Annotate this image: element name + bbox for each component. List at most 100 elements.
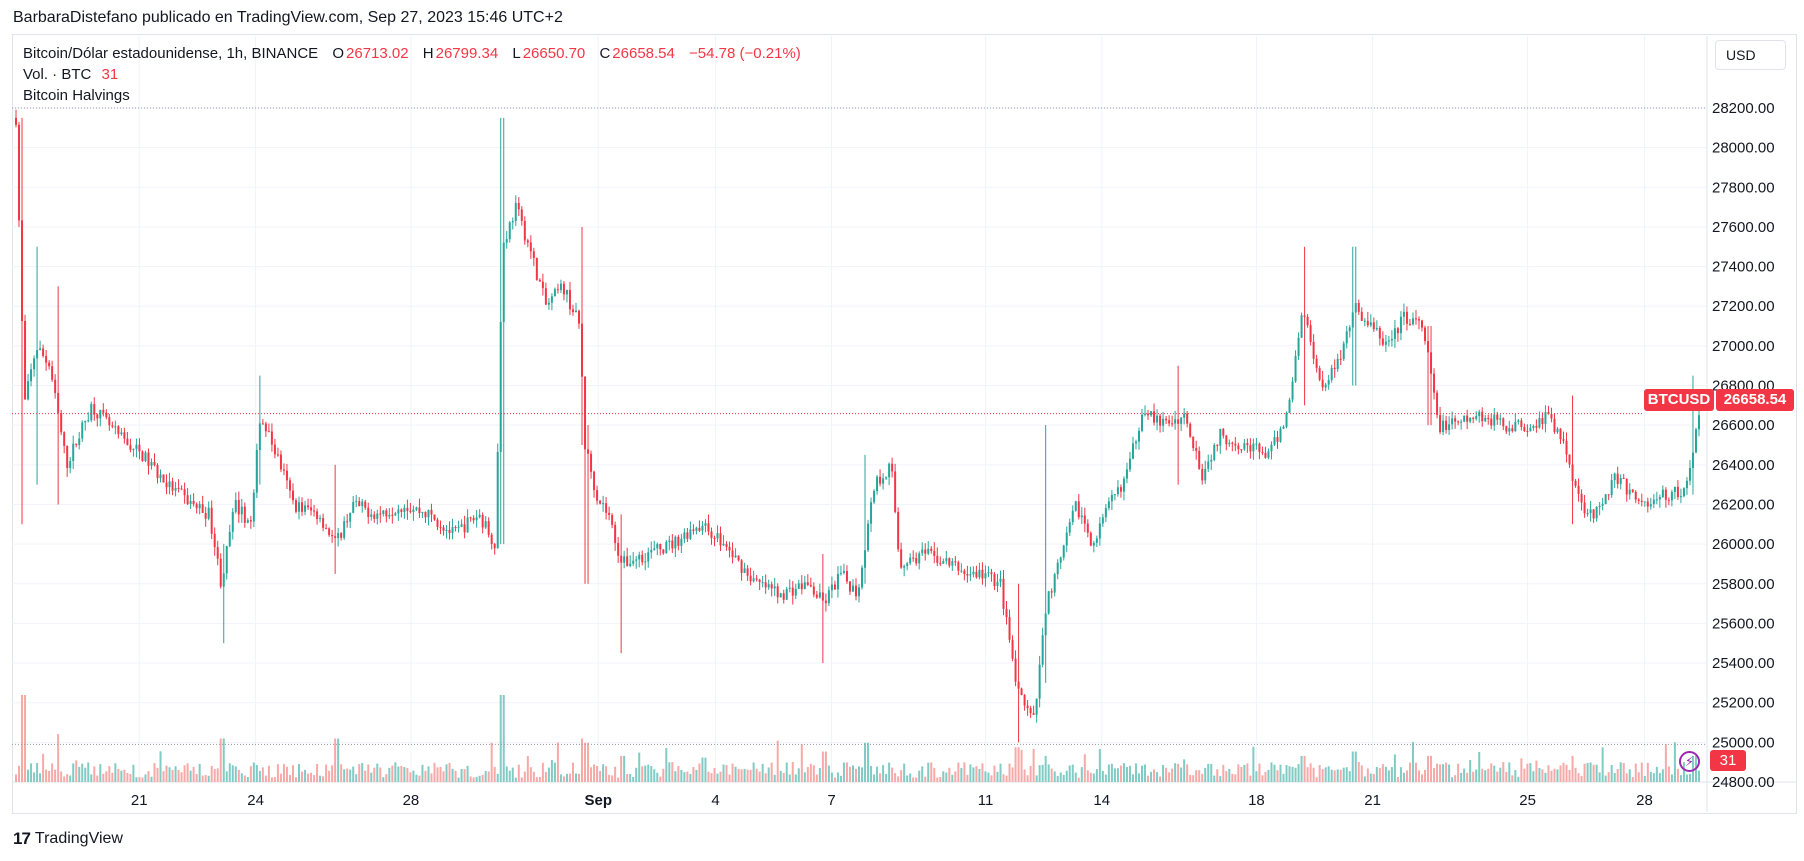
volume-bar (1625, 773, 1628, 782)
volume-bar (734, 766, 737, 782)
volume-bar (897, 776, 900, 782)
volume-bar (1673, 742, 1676, 782)
candle-body (36, 349, 39, 359)
candle-body (1393, 328, 1396, 339)
candle-body (806, 582, 809, 585)
volume-bar (1357, 762, 1360, 782)
candle-body (1210, 459, 1213, 462)
candle-body (51, 366, 54, 380)
candle-body (1405, 311, 1408, 324)
candle-body (1156, 415, 1159, 423)
volume-bar (731, 763, 734, 782)
candle-body (475, 517, 478, 521)
volume-bar (1679, 775, 1682, 782)
x-tick-label: 18 (1248, 792, 1265, 809)
candle-body (1553, 418, 1556, 433)
volume-bar (1330, 769, 1333, 782)
candle-body (66, 445, 69, 468)
candle-body (1493, 414, 1496, 426)
candle-body (921, 549, 924, 554)
volume-bar (54, 769, 57, 782)
volume-bar (704, 757, 707, 782)
volume-bar (1050, 768, 1053, 782)
candle-body (722, 543, 725, 546)
volume-bar (797, 768, 800, 782)
volume-bar (1243, 764, 1246, 782)
volume-bar (1637, 772, 1640, 782)
volume-bar (291, 765, 294, 782)
candle-body (460, 524, 463, 527)
candle-body (1131, 443, 1134, 459)
volume-bar (520, 777, 523, 782)
volume-bar (755, 768, 758, 782)
legend-indicator[interactable]: Bitcoin Halvings (23, 87, 130, 104)
candle-body (854, 585, 857, 597)
candle-body (252, 492, 255, 522)
volume-bar (867, 742, 870, 782)
volume-bar (743, 768, 746, 782)
candle-body (617, 543, 620, 556)
volume-bar (313, 775, 316, 782)
candle-body (1694, 429, 1697, 453)
volume-bar (1270, 762, 1273, 782)
candle-body (1532, 426, 1535, 428)
volume-bar (367, 764, 370, 782)
volume-bar (294, 777, 297, 782)
volume-bar (1137, 773, 1140, 782)
footer-branding[interactable]: 17 TradingView (13, 829, 123, 849)
candle-body (502, 242, 505, 322)
volume-bar (587, 742, 590, 782)
candle-body (394, 513, 397, 516)
legend-volume[interactable]: Vol. · BTC 31 (23, 66, 118, 83)
candle-body (1134, 441, 1137, 444)
candle-body (764, 582, 767, 588)
volume-bar (791, 762, 794, 782)
candle-body (1505, 426, 1508, 432)
candle-body (1682, 488, 1685, 497)
candle-body (370, 514, 373, 517)
y-tick-label: 26600.00 (1712, 417, 1775, 434)
volume-bar (1092, 773, 1095, 782)
candle-body (960, 570, 963, 572)
y-tick-label: 25800.00 (1712, 576, 1775, 593)
candle-body (132, 448, 135, 450)
candle-body (746, 568, 749, 576)
candle-body (1670, 491, 1673, 501)
volume-bar (629, 774, 632, 782)
candle-body (1074, 501, 1077, 511)
grid-lines (12, 36, 1797, 812)
volume-bar (328, 770, 331, 782)
volume-bar (1396, 777, 1399, 782)
volume-bar (84, 767, 87, 782)
candle-body (1086, 523, 1089, 533)
candle-body (1246, 443, 1249, 446)
candle-body (737, 555, 740, 561)
volume-bar (436, 767, 439, 782)
volume-bar (1658, 773, 1661, 782)
volume-bar (1372, 774, 1375, 782)
volume-bar (894, 773, 897, 782)
candle-body (352, 502, 355, 513)
volume-bar (102, 773, 105, 782)
volume-bar (1041, 764, 1044, 782)
volume-bar (355, 774, 358, 782)
overlay-lines (12, 107, 1706, 745)
candle-body (316, 511, 319, 519)
volume-bar (216, 768, 219, 782)
volume-bar (668, 762, 671, 782)
candle-body (749, 575, 752, 582)
volume-bar (204, 774, 207, 782)
volume-bar (858, 766, 860, 782)
volume-bar (1255, 771, 1258, 782)
candle-body (1071, 510, 1074, 523)
symbol-description[interactable]: Bitcoin/Dólar estadounidense, 1h, BINANC… (23, 45, 319, 62)
lightning-icon[interactable]: ⚡ (1679, 751, 1700, 772)
candle-body (355, 501, 358, 503)
volume-bar (370, 772, 373, 782)
candle-body (984, 573, 987, 579)
volume-bar (1595, 764, 1598, 782)
candle-body (195, 504, 198, 509)
candle-body (1381, 338, 1384, 345)
currency-selector[interactable]: USD (1715, 40, 1786, 70)
